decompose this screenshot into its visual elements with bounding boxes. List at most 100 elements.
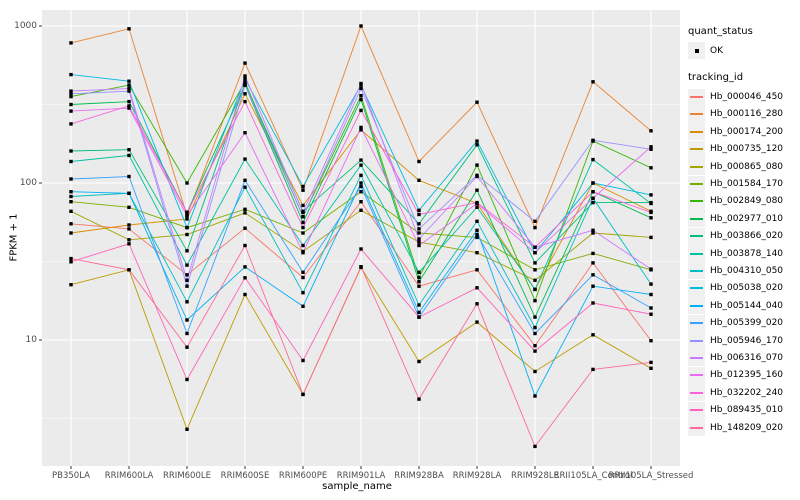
- data-point: [649, 312, 653, 316]
- data-point: [301, 184, 305, 189]
- legend-item: Hb_002977_010: [688, 210, 783, 228]
- data-point: [533, 278, 537, 282]
- data-point: [127, 89, 131, 93]
- legend-item: Hb_005946_170: [688, 332, 783, 350]
- legend-label: Hb_000735_120: [710, 144, 784, 155]
- data-point: [127, 104, 131, 108]
- data-point: [301, 392, 305, 397]
- data-point: [69, 260, 73, 264]
- data-point: [649, 267, 653, 271]
- line-key-icon: [688, 314, 705, 332]
- data-point: [301, 251, 305, 255]
- data-point: [359, 24, 363, 28]
- data-point: [185, 331, 189, 336]
- x-axis-label: sample_name: [322, 481, 392, 492]
- data-point: [127, 205, 131, 209]
- line-key-icon: [688, 366, 705, 384]
- data-point: [475, 188, 479, 192]
- data-point: [475, 235, 479, 240]
- data-point: [649, 306, 653, 310]
- data-point: [243, 77, 247, 81]
- data-point: [301, 243, 305, 248]
- data-point: [649, 366, 653, 370]
- data-point: [185, 181, 189, 185]
- data-point: [649, 360, 653, 365]
- data-point: [591, 251, 595, 256]
- data-point: [417, 240, 421, 244]
- data-point: [533, 225, 537, 230]
- data-point: [127, 174, 131, 179]
- x-tick-label: RRIM600PE: [278, 471, 328, 481]
- data-point: [69, 231, 73, 235]
- data-point: [533, 261, 537, 265]
- data-point: [359, 200, 363, 204]
- data-point: [591, 228, 595, 232]
- data-point: [649, 193, 653, 197]
- legend-label: Hb_000174_200: [710, 126, 784, 137]
- data-point: [185, 427, 189, 431]
- data-point: [591, 138, 595, 142]
- data-point: [533, 444, 537, 449]
- data-point: [301, 291, 305, 295]
- data-point: [475, 268, 479, 272]
- data-point: [475, 174, 479, 179]
- data-point: [127, 27, 131, 31]
- data-point: [359, 125, 363, 130]
- legend-title-quant-status: quant_status: [688, 26, 753, 37]
- data-point: [185, 377, 189, 382]
- data-point: [359, 173, 363, 177]
- line-key-icon: [688, 105, 705, 123]
- data-point: [649, 339, 653, 343]
- data-point: [243, 99, 247, 104]
- data-point: [533, 287, 537, 292]
- data-point: [533, 331, 537, 336]
- x-tick-label: RRIM928BA: [394, 471, 444, 481]
- data-point: [649, 216, 653, 220]
- line-key-icon: [688, 384, 705, 402]
- data-point: [127, 79, 131, 83]
- data-point: [243, 276, 247, 280]
- data-point: [69, 72, 73, 77]
- data-point: [359, 81, 363, 86]
- data-point: [243, 211, 247, 215]
- data-point: [69, 122, 73, 126]
- data-point: [649, 145, 653, 149]
- line-key-icon: [688, 262, 705, 280]
- data-point: [417, 280, 421, 284]
- legend-item-ok: OK: [688, 42, 783, 60]
- data-point: [649, 282, 653, 286]
- data-point: [417, 243, 421, 248]
- data-point: [243, 83, 247, 87]
- data-point: [533, 315, 537, 319]
- legend-label: Hb_004310_050: [710, 265, 784, 276]
- x-tick-label: PB350LA: [52, 471, 90, 481]
- line-key-icon: [688, 297, 705, 315]
- y-tick-label: 1000: [14, 20, 37, 31]
- data-point: [301, 210, 305, 215]
- data-point: [417, 315, 421, 319]
- data-point: [417, 359, 421, 364]
- data-point: [359, 265, 363, 269]
- data-point: [69, 190, 73, 194]
- data-point: [301, 225, 305, 230]
- data-point: [127, 153, 131, 158]
- data-point: [417, 270, 421, 274]
- line-key-icon: [688, 123, 705, 141]
- data-point: [475, 100, 479, 104]
- data-point: [475, 139, 479, 143]
- data-point: [591, 231, 595, 235]
- x-tick-label: RRIM600LE: [163, 471, 211, 481]
- legend-item: Hb_005038_020: [688, 279, 784, 297]
- data-point: [475, 302, 479, 306]
- legend-item: Hb_001584_170: [688, 175, 783, 193]
- data-point: [591, 196, 595, 200]
- data-point: [533, 349, 537, 353]
- data-point: [185, 213, 189, 218]
- data-point: [243, 74, 247, 78]
- legend-label: OK: [710, 45, 723, 56]
- data-point: [243, 178, 247, 182]
- legend-label: Hb_002849_080: [710, 196, 784, 207]
- legend-label: Hb_005038_020: [710, 283, 784, 294]
